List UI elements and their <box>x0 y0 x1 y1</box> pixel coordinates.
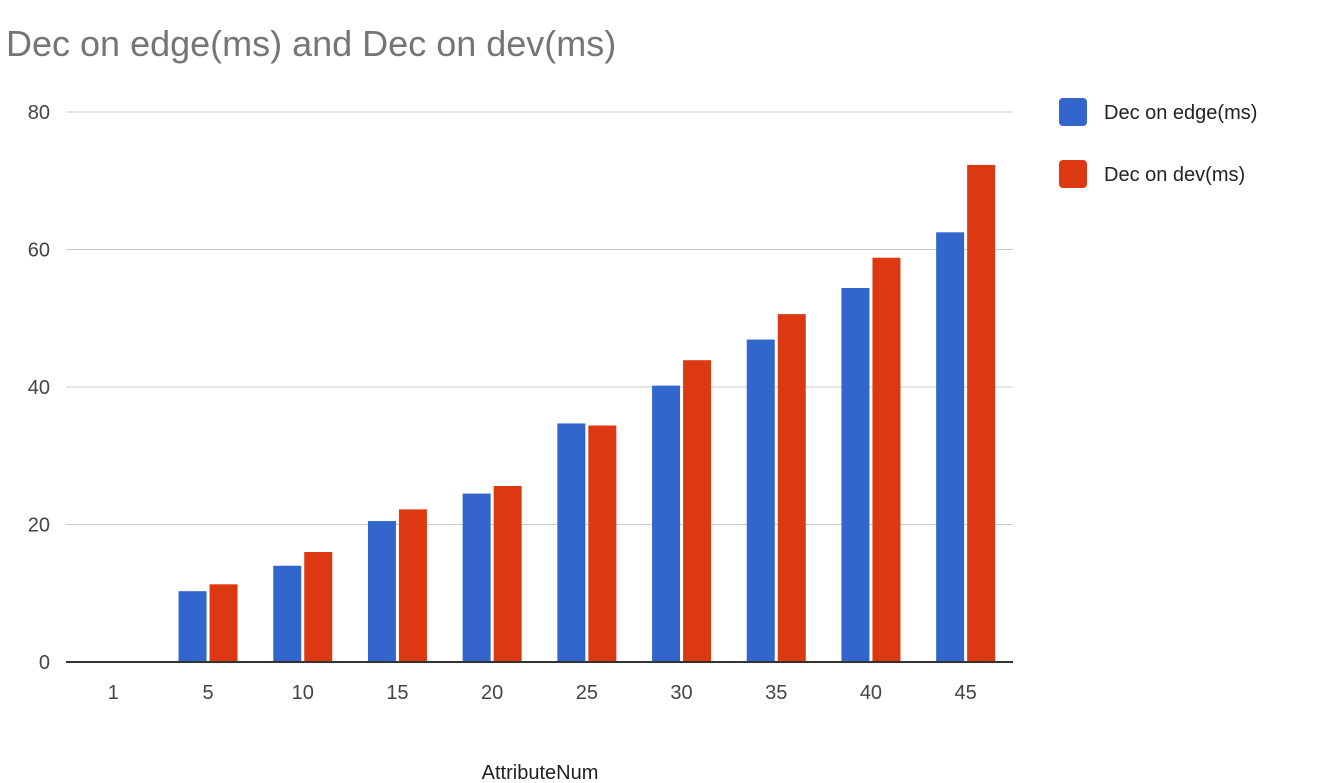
x-tick-label: 1 <box>108 682 119 704</box>
y-tick-label: 40 <box>28 377 50 399</box>
bar-dev-30 <box>683 360 712 662</box>
x-tick-label: 30 <box>670 682 692 704</box>
bar-edge-30 <box>652 385 681 662</box>
legend-swatch <box>1059 160 1087 188</box>
bar-dev-35 <box>777 314 806 662</box>
bars <box>178 164 996 662</box>
bar-edge-25 <box>557 423 586 662</box>
gridlines <box>66 111 1013 525</box>
bar-dev-45 <box>967 164 996 662</box>
bar-dev-20 <box>493 486 522 662</box>
legend-label: Dec on edge(ms) <box>1104 102 1257 124</box>
x-axis-ticks: 1 5 10 15 20 25 30 35 40 45 <box>108 682 977 704</box>
x-tick-label: 5 <box>202 682 213 704</box>
legend: Dec on edge(ms) Dec on dev(ms) <box>1059 98 1257 188</box>
y-axis-ticks: 0 20 40 60 80 <box>28 102 50 674</box>
y-tick-label: 0 <box>39 652 50 674</box>
x-tick-label: 20 <box>481 682 503 704</box>
y-tick-label: 20 <box>28 515 50 537</box>
bar-dev-10 <box>304 552 333 662</box>
chart-title: Dec on edge(ms) and Dec on dev(ms) <box>6 23 616 64</box>
x-tick-label: 35 <box>765 682 787 704</box>
legend-label: Dec on dev(ms) <box>1104 164 1245 186</box>
y-tick-label: 80 <box>28 102 50 124</box>
bar-edge-45 <box>936 232 965 662</box>
bar-edge-5 <box>178 591 207 662</box>
legend-swatch <box>1059 98 1087 126</box>
bar-edge-10 <box>273 565 302 662</box>
bar-dev-40 <box>872 257 901 662</box>
bar-edge-15 <box>367 521 396 662</box>
x-tick-label: 25 <box>576 682 598 704</box>
x-tick-label: 15 <box>386 682 408 704</box>
bar-edge-35 <box>746 339 775 662</box>
bar-dev-5 <box>209 584 238 662</box>
bar-dev-15 <box>398 509 427 662</box>
x-tick-label: 40 <box>860 682 882 704</box>
y-tick-label: 60 <box>28 240 50 262</box>
x-axis-label: AttributeNum <box>482 762 599 783</box>
x-tick-label: 45 <box>955 682 977 704</box>
bar-dev-25 <box>588 425 617 662</box>
bar-edge-20 <box>462 493 491 662</box>
bar-edge-40 <box>841 288 870 662</box>
x-tick-label: 10 <box>292 682 314 704</box>
